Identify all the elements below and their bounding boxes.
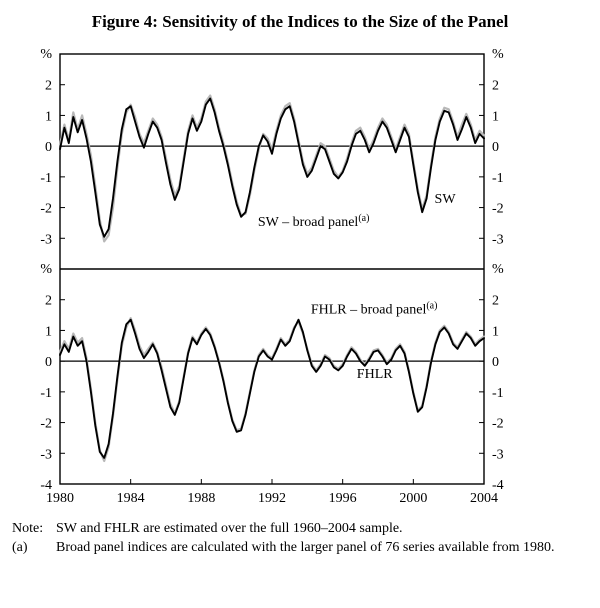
svg-text:-1: -1 xyxy=(40,171,52,186)
svg-text:1992: 1992 xyxy=(258,491,286,506)
svg-text:%: % xyxy=(492,262,504,277)
svg-text:-3: -3 xyxy=(40,232,52,247)
dual-chart: -3 -3 -2 -2 -1 -1 0 0 1 1 2 2%% SW – broad panel(a) S… xyxy=(12,40,588,510)
svg-text:1: 1 xyxy=(492,109,499,124)
svg-text:-3: -3 xyxy=(492,447,504,462)
svg-text:SW – broad panel(a): SW – broad panel(a) xyxy=(258,213,370,230)
footnote-a-label: (a) xyxy=(12,539,56,558)
note-label: Note: xyxy=(12,520,56,539)
chart-svg: -3 -3 -2 -2 -1 -1 0 0 1 1 2 2%% SW – broad panel(a) S… xyxy=(12,40,532,510)
svg-text:SW: SW xyxy=(435,192,457,207)
svg-text:2: 2 xyxy=(492,294,499,309)
svg-text:-2: -2 xyxy=(40,417,52,432)
svg-text:1996: 1996 xyxy=(329,491,357,506)
svg-text:-1: -1 xyxy=(40,386,52,401)
svg-text:0: 0 xyxy=(492,355,499,370)
svg-text:%: % xyxy=(492,47,504,62)
svg-text:1: 1 xyxy=(492,324,499,339)
svg-text:2: 2 xyxy=(45,79,52,94)
svg-text:2: 2 xyxy=(45,294,52,309)
svg-text:1988: 1988 xyxy=(187,491,215,506)
svg-text:1984: 1984 xyxy=(117,491,145,506)
svg-text:-2: -2 xyxy=(492,417,504,432)
svg-text:2004: 2004 xyxy=(470,491,498,506)
svg-text:%: % xyxy=(40,47,52,62)
svg-text:-3: -3 xyxy=(492,232,504,247)
figure-notes: Note: SW and FHLR are estimated over the… xyxy=(12,520,588,558)
figure-title: Figure 4: Sensitivity of the Indices to … xyxy=(12,12,588,32)
svg-text:0: 0 xyxy=(45,140,52,155)
svg-text:-1: -1 xyxy=(492,386,504,401)
note-text: SW and FHLR are estimated over the full … xyxy=(56,520,588,539)
svg-text:0: 0 xyxy=(492,140,499,155)
svg-text:1: 1 xyxy=(45,109,52,124)
figure-container: Figure 4: Sensitivity of the Indices to … xyxy=(0,0,600,570)
svg-text:1980: 1980 xyxy=(46,491,74,506)
svg-text:2000: 2000 xyxy=(399,491,427,506)
svg-text:%: % xyxy=(40,262,52,277)
svg-text:2: 2 xyxy=(492,79,499,94)
svg-text:FHLR – broad panel(a): FHLR – broad panel(a) xyxy=(311,301,438,318)
svg-text:-3: -3 xyxy=(40,447,52,462)
svg-text:-1: -1 xyxy=(492,171,504,186)
svg-text:0: 0 xyxy=(45,355,52,370)
svg-text:-2: -2 xyxy=(40,202,52,217)
footnote-a-text: Broad panel indices are calculated with … xyxy=(56,539,588,558)
svg-text:-2: -2 xyxy=(492,202,504,217)
svg-text:FHLR: FHLR xyxy=(357,367,393,382)
svg-text:1: 1 xyxy=(45,324,52,339)
